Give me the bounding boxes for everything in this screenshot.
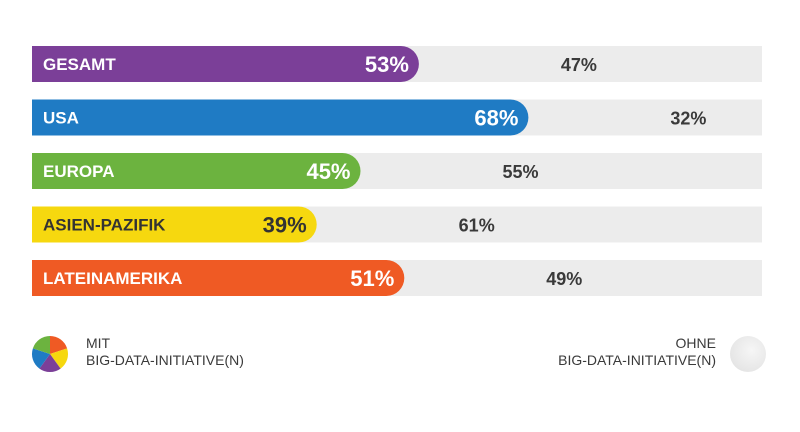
legend-without-initiative: OHNE BIG-DATA-INITIATIVE(N) [558,335,716,369]
with-value-label-2: 45% [306,159,350,184]
legend-without-line2: BIG-DATA-INITIATIVE(N) [558,352,716,368]
without-value-label-2: 55% [502,162,538,182]
without-value-label-1: 32% [670,109,706,129]
colorful-pie-icon [31,336,69,373]
category-label-4: LATEINAMERIKA [43,269,182,288]
category-label-1: USA [43,109,79,128]
legend-with-line2: BIG-DATA-INITIATIVE(N) [86,352,244,368]
with-value-label-4: 51% [350,266,394,291]
legend-with-line1: MIT [86,335,111,351]
with-value-label-3: 39% [263,213,307,238]
legend-with-initiative: MIT BIG-DATA-INITIATIVE(N) [86,335,244,369]
category-label-2: EUROPA [43,162,114,181]
with-value-label-0: 53% [365,52,409,77]
bar-value-1 [32,99,529,136]
without-value-label-4: 49% [546,269,582,289]
bar-value-4 [32,260,405,296]
bar-value-3 [32,206,317,243]
grey-circle-icon [730,336,766,372]
bar-value-2 [32,153,361,189]
legend-without-line1: OHNE [675,335,716,351]
category-label-3: ASIEN-PAZIFIK [43,216,166,235]
with-value-label-1: 68% [474,106,518,131]
category-label-0: GESAMT [43,55,116,74]
bar-value-0 [32,46,419,82]
without-value-label-3: 61% [459,216,495,236]
without-value-label-0: 47% [561,55,597,75]
